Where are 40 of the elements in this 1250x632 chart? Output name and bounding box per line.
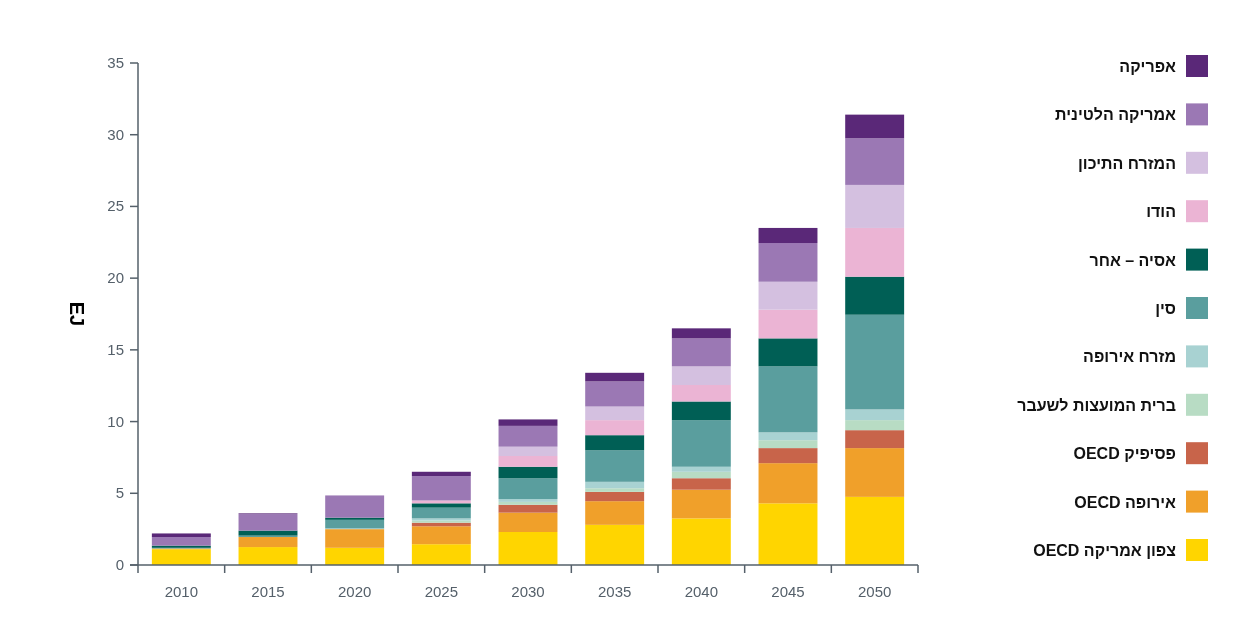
- x-tick-label: 2015: [251, 583, 285, 600]
- x-tick-label: 2035: [597, 583, 632, 600]
- legend-item: המזרח התיכון: [1078, 151, 1208, 174]
- legend-label: אסיה – אחר: [1089, 251, 1177, 269]
- legend-label: סין: [1155, 300, 1176, 317]
- x-tick-label: 2040: [684, 583, 719, 600]
- legend-label: צפון אמריקה OECD: [1033, 542, 1176, 559]
- x-tick-label: 2045: [771, 583, 805, 600]
- legend-label: אמריקה הלטינית: [1055, 106, 1177, 124]
- y-tick-label: 30: [107, 125, 124, 143]
- legend-label: הודו: [1146, 203, 1176, 221]
- legend-item: מזרח אירופה: [1083, 345, 1208, 368]
- legend-item: אפריקה: [1119, 55, 1208, 77]
- x-tick-label: 2050: [857, 583, 892, 600]
- x-tick-label: 2030: [511, 583, 545, 600]
- legend-item: אמריקה הלטינית: [1055, 103, 1208, 126]
- y-tick-label: 35: [107, 54, 124, 71]
- x-tick-label: 2020: [337, 583, 372, 600]
- x-tick-label: 2010: [164, 583, 199, 600]
- y-tick-label: 15: [107, 340, 124, 358]
- y-tick-label: 10: [107, 412, 124, 430]
- y-axis-title: EJ: [66, 301, 88, 327]
- legend-item: סין: [1155, 297, 1208, 319]
- legend-item: אירופה OECD: [1074, 490, 1208, 513]
- legend-item: ברית המועצות לשעבר: [1017, 393, 1208, 416]
- x-tick-label: 2025: [424, 583, 459, 600]
- legend-label: ברית המועצות לשעבר: [1017, 396, 1176, 414]
- legend-item: פסיפיק OECD: [1073, 442, 1208, 465]
- legend-label: אפריקה: [1119, 58, 1177, 75]
- legend-item: הודו: [1146, 200, 1208, 223]
- y-tick-label: 0: [115, 556, 124, 573]
- legend-item: אסיה – אחר: [1089, 248, 1208, 271]
- legend-label: פסיפיק OECD: [1073, 445, 1176, 463]
- y-tick-label: 20: [107, 269, 124, 287]
- legend-label: מזרח אירופה: [1083, 348, 1176, 366]
- y-tick-label: 25: [107, 197, 124, 215]
- legend-label: המזרח התיכון: [1078, 154, 1176, 172]
- legend-item: צפון אמריקה OECD: [1033, 539, 1208, 561]
- y-tick-label: 5: [115, 484, 124, 502]
- legend-label: אירופה OECD: [1074, 493, 1177, 511]
